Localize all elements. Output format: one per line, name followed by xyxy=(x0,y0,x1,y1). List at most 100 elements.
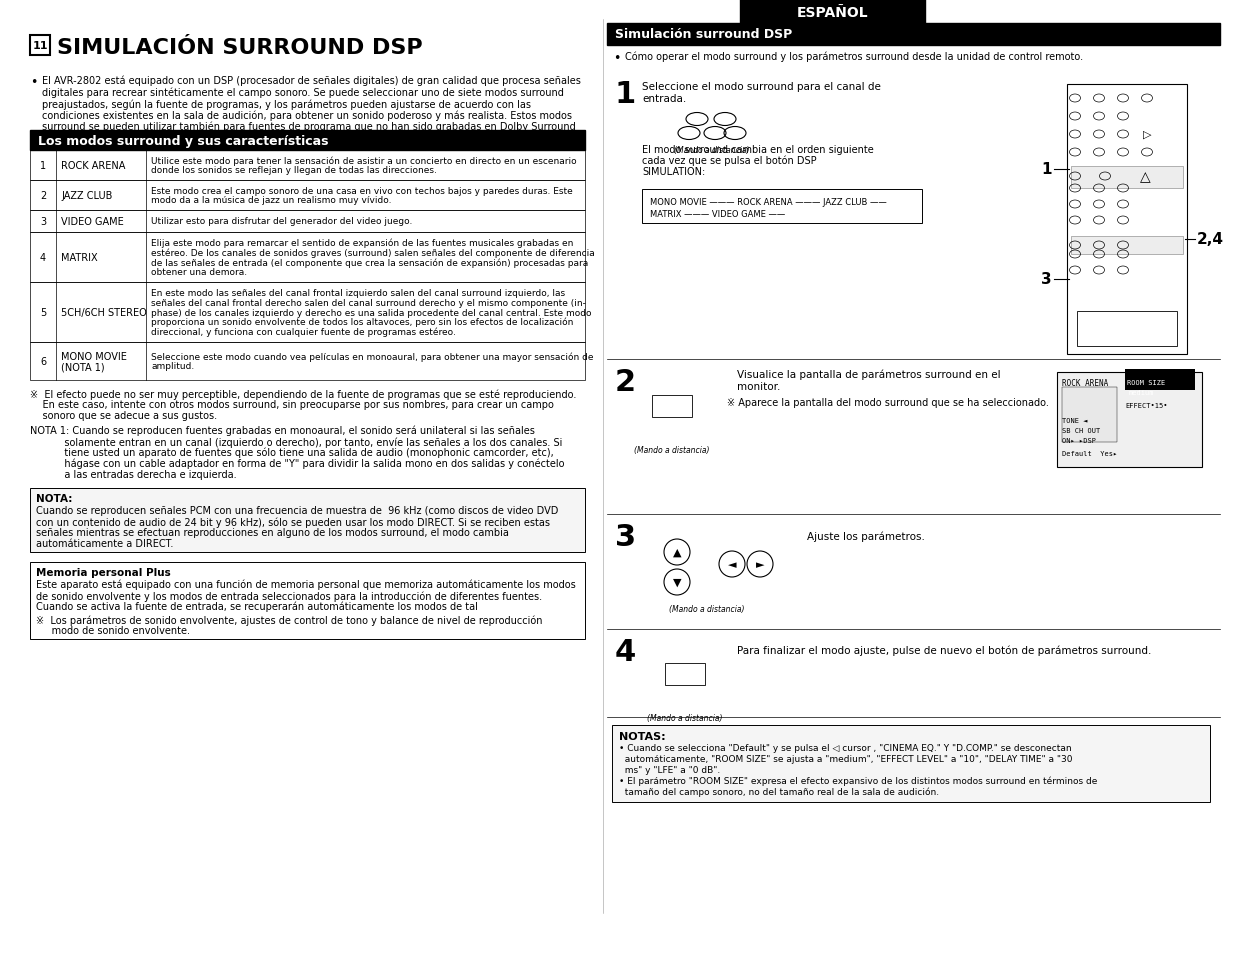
Bar xyxy=(740,0,925,26)
Text: Cuando se activa la fuente de entrada, se recuperarán automáticamente los modos : Cuando se activa la fuente de entrada, s… xyxy=(36,601,477,612)
Text: (NOTA 1): (NOTA 1) xyxy=(61,361,105,372)
Text: automáticamente, "ROOM SIZE" se ajusta a "medium", "EFFECT LEVEL" a "10", "DELAY: automáticamente, "ROOM SIZE" se ajusta a… xyxy=(618,754,1072,763)
Text: △: △ xyxy=(1139,170,1150,184)
Text: surround se pueden utilizar también para fuentes de programa que no han sido gra: surround se pueden utilizar también para… xyxy=(42,122,575,132)
Bar xyxy=(30,489,585,553)
Text: a las entradas derecha e izquierda.: a las entradas derecha e izquierda. xyxy=(30,470,236,479)
Text: (Mando a distancia): (Mando a distancia) xyxy=(669,604,745,614)
Text: 5: 5 xyxy=(40,308,46,317)
Text: SIMULACIÓN SURROUND DSP: SIMULACIÓN SURROUND DSP xyxy=(57,38,423,58)
Text: Este modo crea el campo sonoro de una casa en vivo con techos bajos y paredes du: Este modo crea el campo sonoro de una ca… xyxy=(151,187,573,195)
Text: medium: medium xyxy=(1129,390,1154,395)
Bar xyxy=(30,131,585,151)
Text: preajustados, según la fuente de programas, y los parámetros pueden ajustarse de: preajustados, según la fuente de program… xyxy=(42,99,531,110)
Text: TONE ◄: TONE ◄ xyxy=(1063,417,1087,423)
Text: 1: 1 xyxy=(1042,162,1051,177)
Text: (Mando a distancia): (Mando a distancia) xyxy=(674,146,750,154)
Text: VIDEO GAME: VIDEO GAME xyxy=(61,216,124,227)
Text: Seleccione el modo surround para el canal de
entrada.: Seleccione el modo surround para el cana… xyxy=(642,82,881,104)
Text: tiene usted un aparato de fuentes que sólo tiene una salida de audio (monophonic: tiene usted un aparato de fuentes que só… xyxy=(30,448,554,458)
Text: •: • xyxy=(614,52,621,65)
Text: ESPAÑOL: ESPAÑOL xyxy=(797,6,868,20)
Text: SIMULATION:: SIMULATION: xyxy=(642,167,705,177)
Text: 3: 3 xyxy=(1042,273,1051,287)
Text: obtener una demora.: obtener una demora. xyxy=(151,268,247,276)
Text: proporciona un sonido envolvente de todos los altavoces, pero sin los efectos de: proporciona un sonido envolvente de todo… xyxy=(151,317,574,327)
Text: (Mando a distancia): (Mando a distancia) xyxy=(647,713,722,722)
Text: 3: 3 xyxy=(615,522,636,552)
Text: automáticamente a DIRECT.: automáticamente a DIRECT. xyxy=(36,538,173,548)
Text: •: • xyxy=(30,76,37,89)
Text: Utilizar esto para disfrutar del generador del video juego.: Utilizar esto para disfrutar del generad… xyxy=(151,217,412,226)
Text: con un contenido de audio de 24 bit y 96 kHz), sólo se pueden usar los modo DIRE: con un contenido de audio de 24 bit y 96… xyxy=(36,517,550,527)
Text: señales mientras se efectuan reproducciones en alguno de los modos surround, el : señales mientras se efectuan reproduccio… xyxy=(36,527,508,537)
Text: de las señales de entrada (el componente que crea la sensación de expansión) pro: de las señales de entrada (el componente… xyxy=(151,257,589,267)
Text: Visualice la pantalla de parámetros surround en el
monitor.: Visualice la pantalla de parámetros surr… xyxy=(737,370,1001,392)
Text: hágase con un cable adaptador en forma de "Y" para dividir la salida mono en dos: hágase con un cable adaptador en forma d… xyxy=(30,458,564,469)
Text: estéreo. De los canales de sonidos graves (surround) salen señales del component: estéreo. De los canales de sonidos grave… xyxy=(151,248,595,257)
Text: Simulación surround DSP: Simulación surround DSP xyxy=(615,29,792,42)
Bar xyxy=(1056,373,1202,468)
Text: ▲: ▲ xyxy=(673,547,682,558)
Text: Para finalizar el modo ajuste, pulse de nuevo el botón de parámetros surround.: Para finalizar el modo ajuste, pulse de … xyxy=(737,645,1152,656)
Text: • El parámetro "ROOM SIZE" expresa el efecto expansivo de los distintos modos su: • El parámetro "ROOM SIZE" expresa el ef… xyxy=(618,776,1097,785)
Text: MONO MOVIE ——— ROCK ARENA ——— JAZZ CLUB ——: MONO MOVIE ——— ROCK ARENA ——— JAZZ CLUB … xyxy=(649,198,887,207)
Text: ◄: ◄ xyxy=(727,559,736,569)
Bar xyxy=(642,190,922,224)
Text: Default  Yes▸: Default Yes▸ xyxy=(1063,451,1117,456)
Text: Cuando se reproducen señales PCM con una frecuencia de muestra de  96 kHz (como : Cuando se reproducen señales PCM con una… xyxy=(36,505,558,516)
Text: sonoro que se adecue a sus gustos.: sonoro que se adecue a sus gustos. xyxy=(30,411,218,420)
Text: de sonido envolvente y los modos de entrada seleccionados para la introducción d: de sonido envolvente y los modos de entr… xyxy=(36,590,542,601)
Text: Ajuste los parámetros.: Ajuste los parámetros. xyxy=(807,531,925,541)
Text: MATRIX ——— VIDEO GAME ——: MATRIX ——— VIDEO GAME —— xyxy=(649,210,785,219)
Text: Los modos surround y sus características: Los modos surround y sus características xyxy=(38,134,329,148)
Text: 6: 6 xyxy=(40,356,46,367)
Bar xyxy=(30,211,585,233)
Text: Memoria personal Plus: Memoria personal Plus xyxy=(36,567,171,578)
Text: ms" y "LFE" a "0 dB".: ms" y "LFE" a "0 dB". xyxy=(618,765,720,774)
Text: 5CH/6CH STEREO: 5CH/6CH STEREO xyxy=(61,308,147,317)
Text: ※ Aparece la pantalla del modo surround que se ha seleccionado.: ※ Aparece la pantalla del modo surround … xyxy=(727,397,1049,408)
Text: 2: 2 xyxy=(40,191,46,201)
Bar xyxy=(1124,379,1195,391)
Text: donde los sonidos se reflejan y llegan de todas las direcciones.: donde los sonidos se reflejan y llegan d… xyxy=(151,166,437,175)
Text: Este aparato está equipado con una función de memoria personal que memoriza auto: Este aparato está equipado con una funci… xyxy=(36,579,575,590)
Text: Cómo operar el modo surround y los parámetros surround desde la unidad de contro: Cómo operar el modo surround y los parám… xyxy=(625,52,1084,63)
Text: El modo surround cambia en el orden siguiente: El modo surround cambia en el orden sigu… xyxy=(642,145,873,154)
Text: tamaño del campo sonoro, no del tamaño real de la sala de audición.: tamaño del campo sonoro, no del tamaño r… xyxy=(618,787,939,797)
Text: 1: 1 xyxy=(40,161,46,171)
Text: El AVR-2802 está equipado con un DSP (procesador de señales digitales) de gran c: El AVR-2802 está equipado con un DSP (pr… xyxy=(42,76,581,87)
Bar xyxy=(1063,388,1117,442)
Text: ※  Los parámetros de sonido envolvente, ajustes de control de tono y balance de : ※ Los parámetros de sonido envolvente, a… xyxy=(36,615,543,625)
Bar xyxy=(30,233,585,283)
Bar xyxy=(652,395,691,417)
Text: amplitud.: amplitud. xyxy=(151,362,194,371)
Text: En este caso, intente con otros modos surround, sin preocuparse por sus nombres,: En este caso, intente con otros modos su… xyxy=(30,399,554,410)
Text: condiciones existentes en la sala de audición, para obtener un sonido poderoso y: condiciones existentes en la sala de aud… xyxy=(42,111,571,121)
Text: ▷: ▷ xyxy=(1143,130,1152,140)
Bar xyxy=(607,24,1220,46)
Bar xyxy=(1071,236,1183,254)
Text: Pro Logic o Dolby Digital y DTS surround.: Pro Logic o Dolby Digital y DTS surround… xyxy=(42,133,242,143)
Text: MONO MOVIE: MONO MOVIE xyxy=(61,352,127,361)
Text: 2,4: 2,4 xyxy=(1197,233,1223,247)
Text: phase) de los canales izquierdo y derecho es una salida procedente del canal cen: phase) de los canales izquierdo y derech… xyxy=(151,308,591,317)
Bar xyxy=(30,343,585,380)
Text: 1: 1 xyxy=(615,80,636,109)
Text: • Cuando se selecciona "Default" y se pulsa el ◁ cursor , "CINEMA EQ." Y "D.COMP: • Cuando se selecciona "Default" y se pu… xyxy=(618,743,1071,752)
Text: Seleccione este modo cuando vea películas en monoaural, para obtener una mayor s: Seleccione este modo cuando vea película… xyxy=(151,352,594,361)
Text: SB CH OUT: SB CH OUT xyxy=(1063,428,1100,434)
Text: direccional, y funciona con cualquier fuente de programas estéreo.: direccional, y funciona con cualquier fu… xyxy=(151,327,456,336)
Text: NOTA:: NOTA: xyxy=(36,494,73,503)
Bar xyxy=(666,663,705,685)
Text: digitales para recrear sintéticamente el campo sonoro. Se puede seleccionar uno : digitales para recrear sintéticamente el… xyxy=(42,88,564,98)
Text: modo de sonido envolvente.: modo de sonido envolvente. xyxy=(36,625,190,636)
Text: señales del canal frontal derecho salen del canal surround derecho y el mismo co: señales del canal frontal derecho salen … xyxy=(151,298,586,308)
Bar xyxy=(1077,312,1176,347)
Text: EFFECT•15•: EFFECT•15• xyxy=(1124,402,1168,409)
Text: ON▸ ▸DSP: ON▸ ▸DSP xyxy=(1063,437,1096,443)
Bar xyxy=(612,725,1210,802)
Bar xyxy=(30,151,585,181)
Text: cada vez que se pulsa el botón DSP: cada vez que se pulsa el botón DSP xyxy=(642,156,816,167)
Text: modo da a la música de jazz un realismo muy vívido.: modo da a la música de jazz un realismo … xyxy=(151,196,391,205)
